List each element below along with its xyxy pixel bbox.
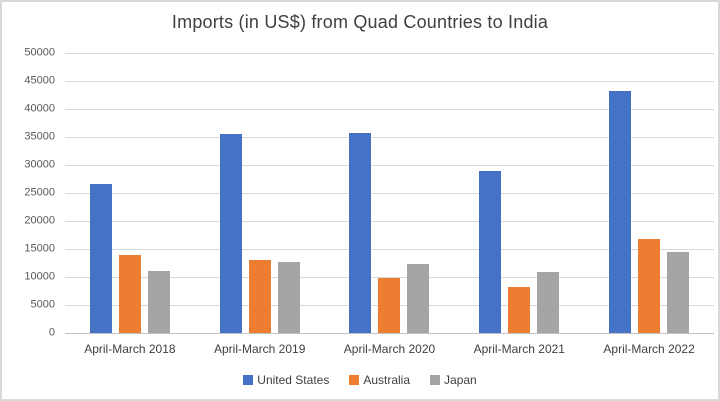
gridline (65, 164, 714, 166)
legend-swatch-icon (349, 375, 360, 385)
bar-japan (147, 271, 170, 333)
y-tick-label: 0 (48, 326, 55, 339)
y-tick-label: 30000 (24, 158, 55, 171)
y-tick-label: 15000 (24, 242, 55, 255)
x-category-label: April-March 2022 (603, 342, 695, 356)
bar-united-states (479, 171, 502, 333)
legend-item: United States (243, 373, 329, 387)
bar-group (65, 53, 195, 333)
gridline (65, 136, 714, 138)
bar-japan (277, 261, 300, 333)
legend: United States Australia Japan (2, 373, 718, 387)
bar-group (195, 53, 325, 333)
y-tick-label: 10000 (24, 270, 55, 283)
bar-japan (407, 263, 430, 333)
y-tick-label: 5000 (30, 298, 55, 311)
y-tick-label: 40000 (24, 102, 55, 115)
bar-japan (667, 252, 690, 333)
y-tick-label: 25000 (24, 186, 55, 199)
gridline (65, 276, 714, 278)
x-axis-line (65, 332, 714, 334)
bar-group (584, 53, 714, 333)
bar-united-states (349, 132, 372, 333)
y-tick-label: 50000 (24, 46, 55, 59)
bar-united-states (609, 90, 632, 333)
y-tick-label: 45000 (24, 74, 55, 87)
gridline (65, 192, 714, 194)
bar-japan (537, 271, 560, 333)
legend-label: Australia (363, 373, 411, 387)
gridline (65, 80, 714, 82)
y-tick-label: 20000 (24, 214, 55, 227)
x-category-label: April-March 2019 (214, 342, 306, 356)
legend-item: Japan (430, 373, 477, 387)
bar-australia (638, 238, 661, 333)
gridline (65, 220, 714, 222)
y-axis: 0 5000 10000 15000 20000 25000 30000 35000 40000… (2, 47, 55, 338)
bar-groups (65, 53, 714, 333)
bar-australia (118, 254, 141, 333)
bar-united-states (219, 134, 242, 333)
bar-australia (378, 278, 401, 333)
legend-swatch-icon (430, 375, 441, 385)
gridline (65, 108, 714, 110)
bar-group (325, 53, 455, 333)
legend-item: Australia (349, 373, 410, 387)
chart-title: Imports (in US$) from Quad Countries to … (171, 12, 549, 32)
bar-australia (248, 259, 271, 333)
legend-swatch-icon (243, 375, 254, 385)
gridline (65, 52, 714, 54)
x-axis: April-March 2018 April-March 2019 April-Ma… (65, 342, 714, 356)
bar-group (454, 53, 584, 333)
x-category-label: April-March 2018 (84, 342, 176, 356)
bar-united-states (89, 184, 112, 333)
legend-label: Japan (444, 373, 477, 387)
legend-label: United States (257, 373, 330, 387)
plot-area (65, 52, 714, 334)
bar-australia (508, 287, 531, 333)
gridline (65, 248, 714, 250)
x-category-label: April-March 2021 (473, 342, 565, 356)
x-category-label: April-March 2020 (343, 342, 436, 356)
y-tick-label: 35000 (24, 130, 55, 143)
